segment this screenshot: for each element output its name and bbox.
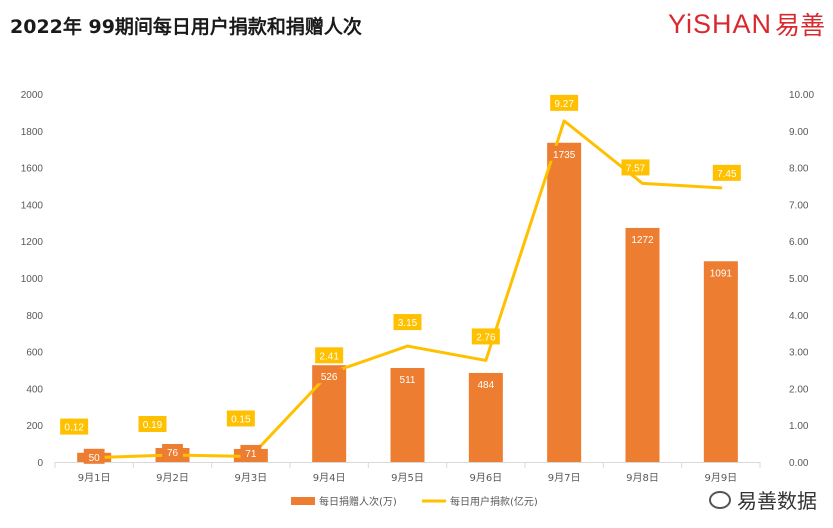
bar: [703, 261, 738, 462]
legend-bar-swatch: [291, 497, 315, 505]
y-right-tick-label: 2.00: [789, 384, 809, 395]
bar-label-bg: [393, 370, 422, 386]
x-tick-label: 9月2日: [156, 472, 189, 484]
line-label-bg: [138, 416, 167, 433]
y-right-tick-label: 8.00: [789, 164, 809, 175]
bar-data-label: 1735: [553, 150, 576, 161]
bar-data-label: 484: [477, 380, 494, 391]
bar-label-bg: [547, 145, 581, 161]
bar-label-bg: [315, 368, 343, 384]
y-left-tick-label: 2000: [21, 90, 44, 101]
y-right-tick-label: 7.00: [789, 200, 809, 211]
line-label-bg: [621, 159, 650, 176]
line-series-path: [92, 119, 723, 460]
line-label-bg: [550, 94, 579, 111]
x-tick-label: 9月8日: [626, 472, 659, 484]
logo-cn: 易善: [774, 11, 825, 40]
bar: [547, 142, 582, 462]
bar-label-bg: [625, 230, 660, 246]
line-label-bg: [226, 410, 255, 427]
bar-data-label: 526: [321, 372, 338, 383]
y-left-tick-label: 400: [26, 384, 43, 395]
y-left-tick-label: 600: [26, 348, 43, 359]
line-label-bg: [60, 418, 89, 435]
y-right-tick-label: 3.00: [789, 348, 809, 359]
bar-data-label: 50: [89, 453, 101, 464]
y-left-tick-label: 0: [37, 458, 43, 469]
x-tick-label: 9月1日: [78, 472, 111, 484]
watermark-text: 易善数据: [737, 489, 817, 513]
bar-label-bg: [162, 444, 183, 460]
line-label-bg: [712, 164, 741, 181]
y-right-tick-label: 10.00: [789, 90, 814, 101]
legend-line-label: 每日用户捐款(亿元): [450, 495, 538, 508]
x-tick-label: 9月6日: [469, 472, 502, 484]
bar: [625, 227, 660, 462]
bar-data-label: 1272: [631, 235, 654, 246]
bar-data-label: 76: [167, 448, 179, 459]
line-data-label: 9.27: [554, 99, 574, 110]
y-left-tick-label: 800: [26, 311, 43, 322]
y-right-tick-label: 4.00: [789, 311, 809, 322]
x-tick-label: 9月4日: [313, 472, 346, 484]
y-left-tick-label: 1000: [21, 274, 44, 285]
watermark: 易善数据: [709, 485, 817, 514]
x-tick-label: 9月9日: [704, 472, 737, 484]
bar-data-label: 511: [400, 375, 416, 386]
y-left-tick-label: 1200: [21, 237, 44, 248]
y-left-tick-label: 1400: [21, 200, 44, 211]
line-data-label: 7.57: [626, 163, 646, 174]
y-right-tick-label: 1.00: [789, 421, 809, 432]
bar-data-label: 71: [245, 449, 257, 460]
line-label-bg: [315, 347, 344, 364]
line-data-label: 0.15: [231, 414, 251, 425]
line-label-bg: [393, 314, 422, 331]
bar-data-label: 1091: [710, 268, 733, 279]
x-tick-label: 9月7日: [548, 472, 581, 484]
y-left-tick-label: 200: [26, 421, 43, 432]
line-data-label: 2.76: [476, 332, 496, 343]
wechat-icon: [709, 490, 731, 509]
line-data-label: 0.19: [143, 420, 163, 431]
line-data-label: 3.15: [398, 318, 418, 329]
bar-label-bg: [83, 448, 105, 464]
bar-label-bg: [704, 264, 738, 280]
y-right-tick-label: 0.00: [789, 458, 809, 469]
x-tick-label: 9月3日: [234, 472, 267, 484]
line-data-label: 0.12: [64, 423, 84, 434]
bar-label-bg: [472, 375, 500, 391]
bar-label-bg: [240, 444, 262, 460]
line-data-label: 2.41: [319, 351, 339, 362]
chart-title: 2022年 99期间每日用户捐款和捐赠人次: [10, 16, 362, 38]
y-right-tick-label: 5.00: [789, 274, 809, 285]
yishan-logo: YiSHAN 易善: [668, 6, 825, 42]
y-left-tick-label: 1800: [21, 127, 44, 138]
y-left-tick-label: 1600: [21, 164, 44, 175]
y-right-tick-label: 9.00: [789, 127, 809, 138]
logo-text: YiSHAN: [667, 8, 772, 39]
x-tick-label: 9月5日: [391, 472, 424, 484]
line-data-label: 7.45: [717, 169, 737, 180]
y-right-tick-label: 6.00: [789, 237, 809, 248]
line-label-bg: [471, 328, 500, 345]
legend-bar-label: 每日捐赠人次(万): [319, 495, 397, 508]
